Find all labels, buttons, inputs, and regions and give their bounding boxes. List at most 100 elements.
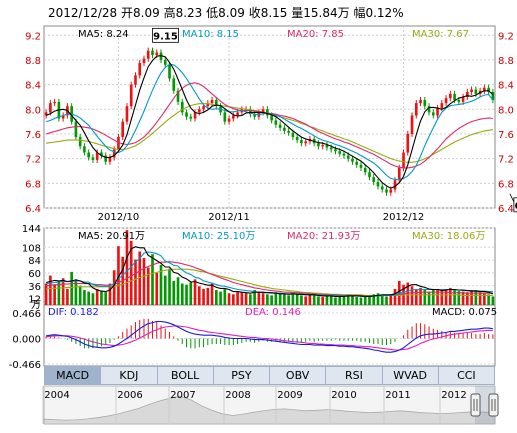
price-tick-left: 8.8 <box>25 56 41 67</box>
volume-bar <box>83 290 86 305</box>
candle-body <box>461 96 465 102</box>
candle-body <box>261 109 265 113</box>
candle-body <box>95 152 99 160</box>
volume-bar <box>440 291 444 305</box>
volume-bar <box>393 288 397 305</box>
candle-body <box>440 103 444 109</box>
tab-macd[interactable]: MACD <box>45 367 102 384</box>
volume-bar <box>53 284 56 305</box>
volume-ma20-line <box>46 261 493 297</box>
candle-body <box>449 93 452 99</box>
volume-ma5-line <box>45 246 494 297</box>
volume-bar <box>449 287 452 305</box>
volume-bar <box>295 294 299 305</box>
candle-body <box>206 103 210 107</box>
candle-body <box>121 121 125 138</box>
volume-bar <box>219 291 222 305</box>
volume-bar <box>474 291 478 305</box>
price-tick-right: 7.2 <box>498 155 514 166</box>
tab-wvad[interactable]: WVAD <box>383 367 439 384</box>
volume-bar <box>436 290 439 305</box>
macd-tick: 0.466 <box>12 309 41 320</box>
price-tick-left: 9.2 <box>25 31 41 42</box>
candle-body <box>53 101 56 104</box>
volume-bar <box>287 295 290 305</box>
candle-body <box>197 109 201 113</box>
volume-ma30-line <box>46 268 493 296</box>
volume-bar <box>155 272 159 305</box>
volume-bar <box>197 286 201 305</box>
volume-tick: 84 <box>28 256 41 267</box>
candle-body <box>104 155 108 162</box>
candle-body <box>414 103 418 116</box>
candle-body <box>117 137 120 150</box>
volume-bar <box>163 275 167 305</box>
candle-body <box>389 189 393 193</box>
candle-body <box>402 152 405 168</box>
volume-bar <box>304 296 307 305</box>
candle-body <box>334 149 337 152</box>
candle-body <box>376 182 380 187</box>
candle-body <box>329 147 333 150</box>
range-handle[interactable] <box>488 393 499 417</box>
candle-body <box>193 112 197 119</box>
volume-bar <box>206 287 210 305</box>
tab-obv[interactable]: OBV <box>270 367 327 384</box>
candle-body <box>317 143 320 147</box>
change-label: 幅 <box>353 6 366 20</box>
price-tick-right: 8.4 <box>498 81 514 92</box>
tab-boll[interactable]: BOLL <box>158 367 214 384</box>
tab-kdj[interactable]: KDJ <box>101 367 158 384</box>
macd-legend-entry: MACD: 0.075 <box>432 307 497 318</box>
tab-psy[interactable]: PSY <box>214 367 270 384</box>
candle-body <box>49 103 52 113</box>
volume-bar <box>291 293 295 305</box>
volume-bar <box>274 292 278 305</box>
candle-body <box>74 121 78 138</box>
range-handle[interactable] <box>470 393 481 417</box>
volume-bar <box>325 295 329 305</box>
volume-tick: 36 <box>28 282 41 293</box>
candle-body <box>44 112 48 116</box>
volume-bar <box>406 282 410 305</box>
volume-bar <box>427 291 431 305</box>
candle-body <box>142 58 146 64</box>
volume-bar <box>70 271 73 305</box>
candle-body <box>325 145 329 148</box>
candle-body <box>78 137 82 147</box>
price-panel-frame <box>43 25 496 209</box>
price-tick-right: 6.8 <box>498 179 514 190</box>
overview-year-label: 2011 <box>385 390 410 401</box>
macd-tick: -0.466 <box>9 360 41 371</box>
volume-tick: 108 <box>22 243 41 254</box>
volume-bar <box>329 296 333 305</box>
low-label: 低 <box>206 6 219 20</box>
tab-cci[interactable]: CCI <box>457 369 476 382</box>
candle-body <box>129 84 133 107</box>
price-ma5-line <box>45 55 494 189</box>
low-value: 8.09 <box>218 6 245 20</box>
volume-tick: 60 <box>28 269 41 280</box>
overview-area <box>43 395 496 425</box>
volume-bar <box>363 296 367 305</box>
macd-dea-line <box>46 325 493 351</box>
close-value: 8.15 <box>260 6 288 20</box>
tab-rsi[interactable]: RSI <box>326 367 383 384</box>
candle-body <box>406 133 410 153</box>
candle-body <box>210 100 214 104</box>
candle-body <box>91 157 95 160</box>
candle-body <box>168 64 171 79</box>
candle-body <box>304 141 307 144</box>
candle-body <box>287 130 290 133</box>
candle-body <box>151 50 154 55</box>
volume-bar <box>91 293 95 305</box>
volume-bar <box>359 297 363 305</box>
volume-bar <box>151 254 154 305</box>
volume-bar <box>240 292 244 305</box>
volume-bar <box>125 230 129 305</box>
volume-bar <box>487 294 490 305</box>
overview-year-label: 2004 <box>44 390 69 401</box>
candle-body <box>155 52 159 55</box>
volume-bar <box>134 259 137 305</box>
